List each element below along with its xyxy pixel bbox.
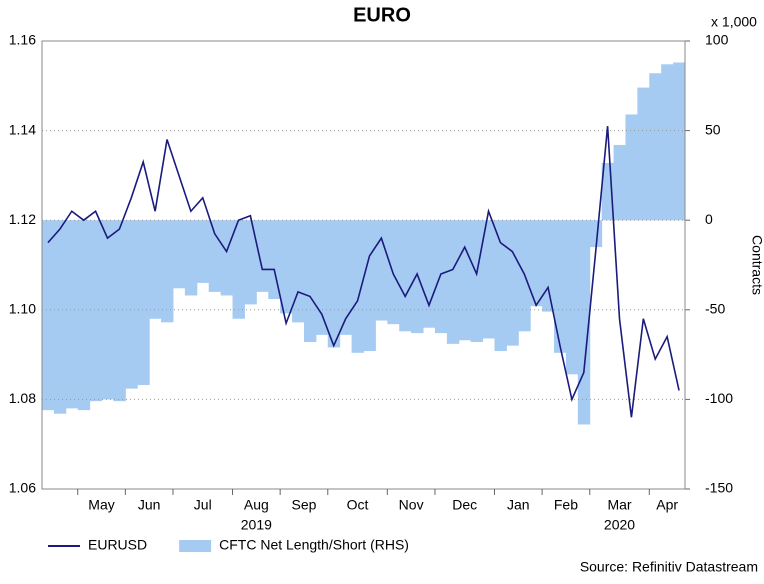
x-year-label: 2019 [241,517,272,533]
x-tick-label: Apr [656,497,678,513]
area-segment [149,220,162,319]
area-segment [399,220,412,332]
area-segment [613,144,626,221]
y2-tick-label: -150 [705,480,733,496]
area-segment [53,220,67,414]
area-segment [339,220,353,335]
x-tick-label: Jan [507,497,530,513]
line-series [47,126,680,418]
area-segment [89,220,103,402]
area-segment [506,220,519,346]
y-tick-label: 1.14 [9,121,36,137]
area-segment [327,220,341,348]
x-tick-label: Sep [292,497,317,513]
source: Source: Refinitiv Datastream [580,559,758,575]
x-year-label: 2020 [604,517,635,533]
area-segment [292,220,305,323]
chart-title: EURO [353,4,411,26]
area-segment [446,220,460,344]
area-segment [172,220,186,289]
area-segment [208,220,222,292]
y2-tick-label: 100 [705,32,729,48]
plot-frame [41,40,686,490]
area-segment [113,220,126,402]
x-tick-label: Mar [607,497,631,513]
x-tick-label: Jul [194,497,212,513]
area-segment [137,220,150,386]
x-tick-label: Dec [452,497,477,513]
x-tick-label: May [88,497,114,513]
y2-unit: x 1,000 [711,14,757,30]
area-segment [434,220,448,334]
area-segment [125,220,138,389]
area-segment [482,220,495,339]
area-segment [423,220,436,328]
y2-tick-label: -100 [705,390,733,406]
area-segment [232,220,245,319]
area-segment [637,87,650,221]
area-segment [673,62,686,221]
area-segment [554,220,567,353]
area-segment [494,220,507,352]
y-tick-label: 1.12 [9,211,36,227]
area-segment [268,220,281,300]
area-segment [363,220,376,352]
legend-label: EURUSD [88,537,147,553]
area-segment [530,220,543,307]
area-segment [351,220,364,353]
area-segment [458,220,472,341]
y-tick-label: 1.06 [9,480,36,496]
area-segment [625,114,638,221]
area-segment [77,220,91,411]
y2-tick-label: -50 [705,301,725,317]
area-segment [101,220,114,400]
y2-tick-label: 0 [705,211,713,227]
area-segment [220,220,234,296]
area-segment [280,220,293,314]
x-tick-label: Aug [244,497,269,513]
area-segment [184,220,198,296]
y-tick-label: 1.16 [9,32,36,48]
area-segment [244,220,257,305]
area-segment [315,220,329,335]
area-segment [577,220,591,425]
y-tick-label: 1.10 [9,301,36,317]
area-segment [375,220,388,321]
area-segment [196,220,210,283]
area-segment [589,220,603,248]
x-tick-label: Jun [138,497,161,513]
x-tick-label: Oct [347,497,369,513]
area-segment [649,73,662,221]
y2-tick-label: 50 [705,121,721,137]
area-segment [565,220,579,375]
legend-label: CFTC Net Length/Short (RHS) [219,537,409,553]
legend-swatch [179,540,212,552]
area-segment [542,220,555,312]
area-segment [42,220,55,411]
area-segment [256,220,269,292]
area-segment [161,220,174,323]
x-tick-label: Feb [554,497,578,513]
y2-axis-title: Contracts [749,235,764,295]
area-segment [303,220,317,343]
area-segment [65,220,79,409]
area-segment [470,220,484,343]
area-segment [387,220,400,325]
area-segment [661,64,674,221]
y-tick-label: 1.08 [9,390,36,406]
x-tick-label: Nov [399,497,424,513]
